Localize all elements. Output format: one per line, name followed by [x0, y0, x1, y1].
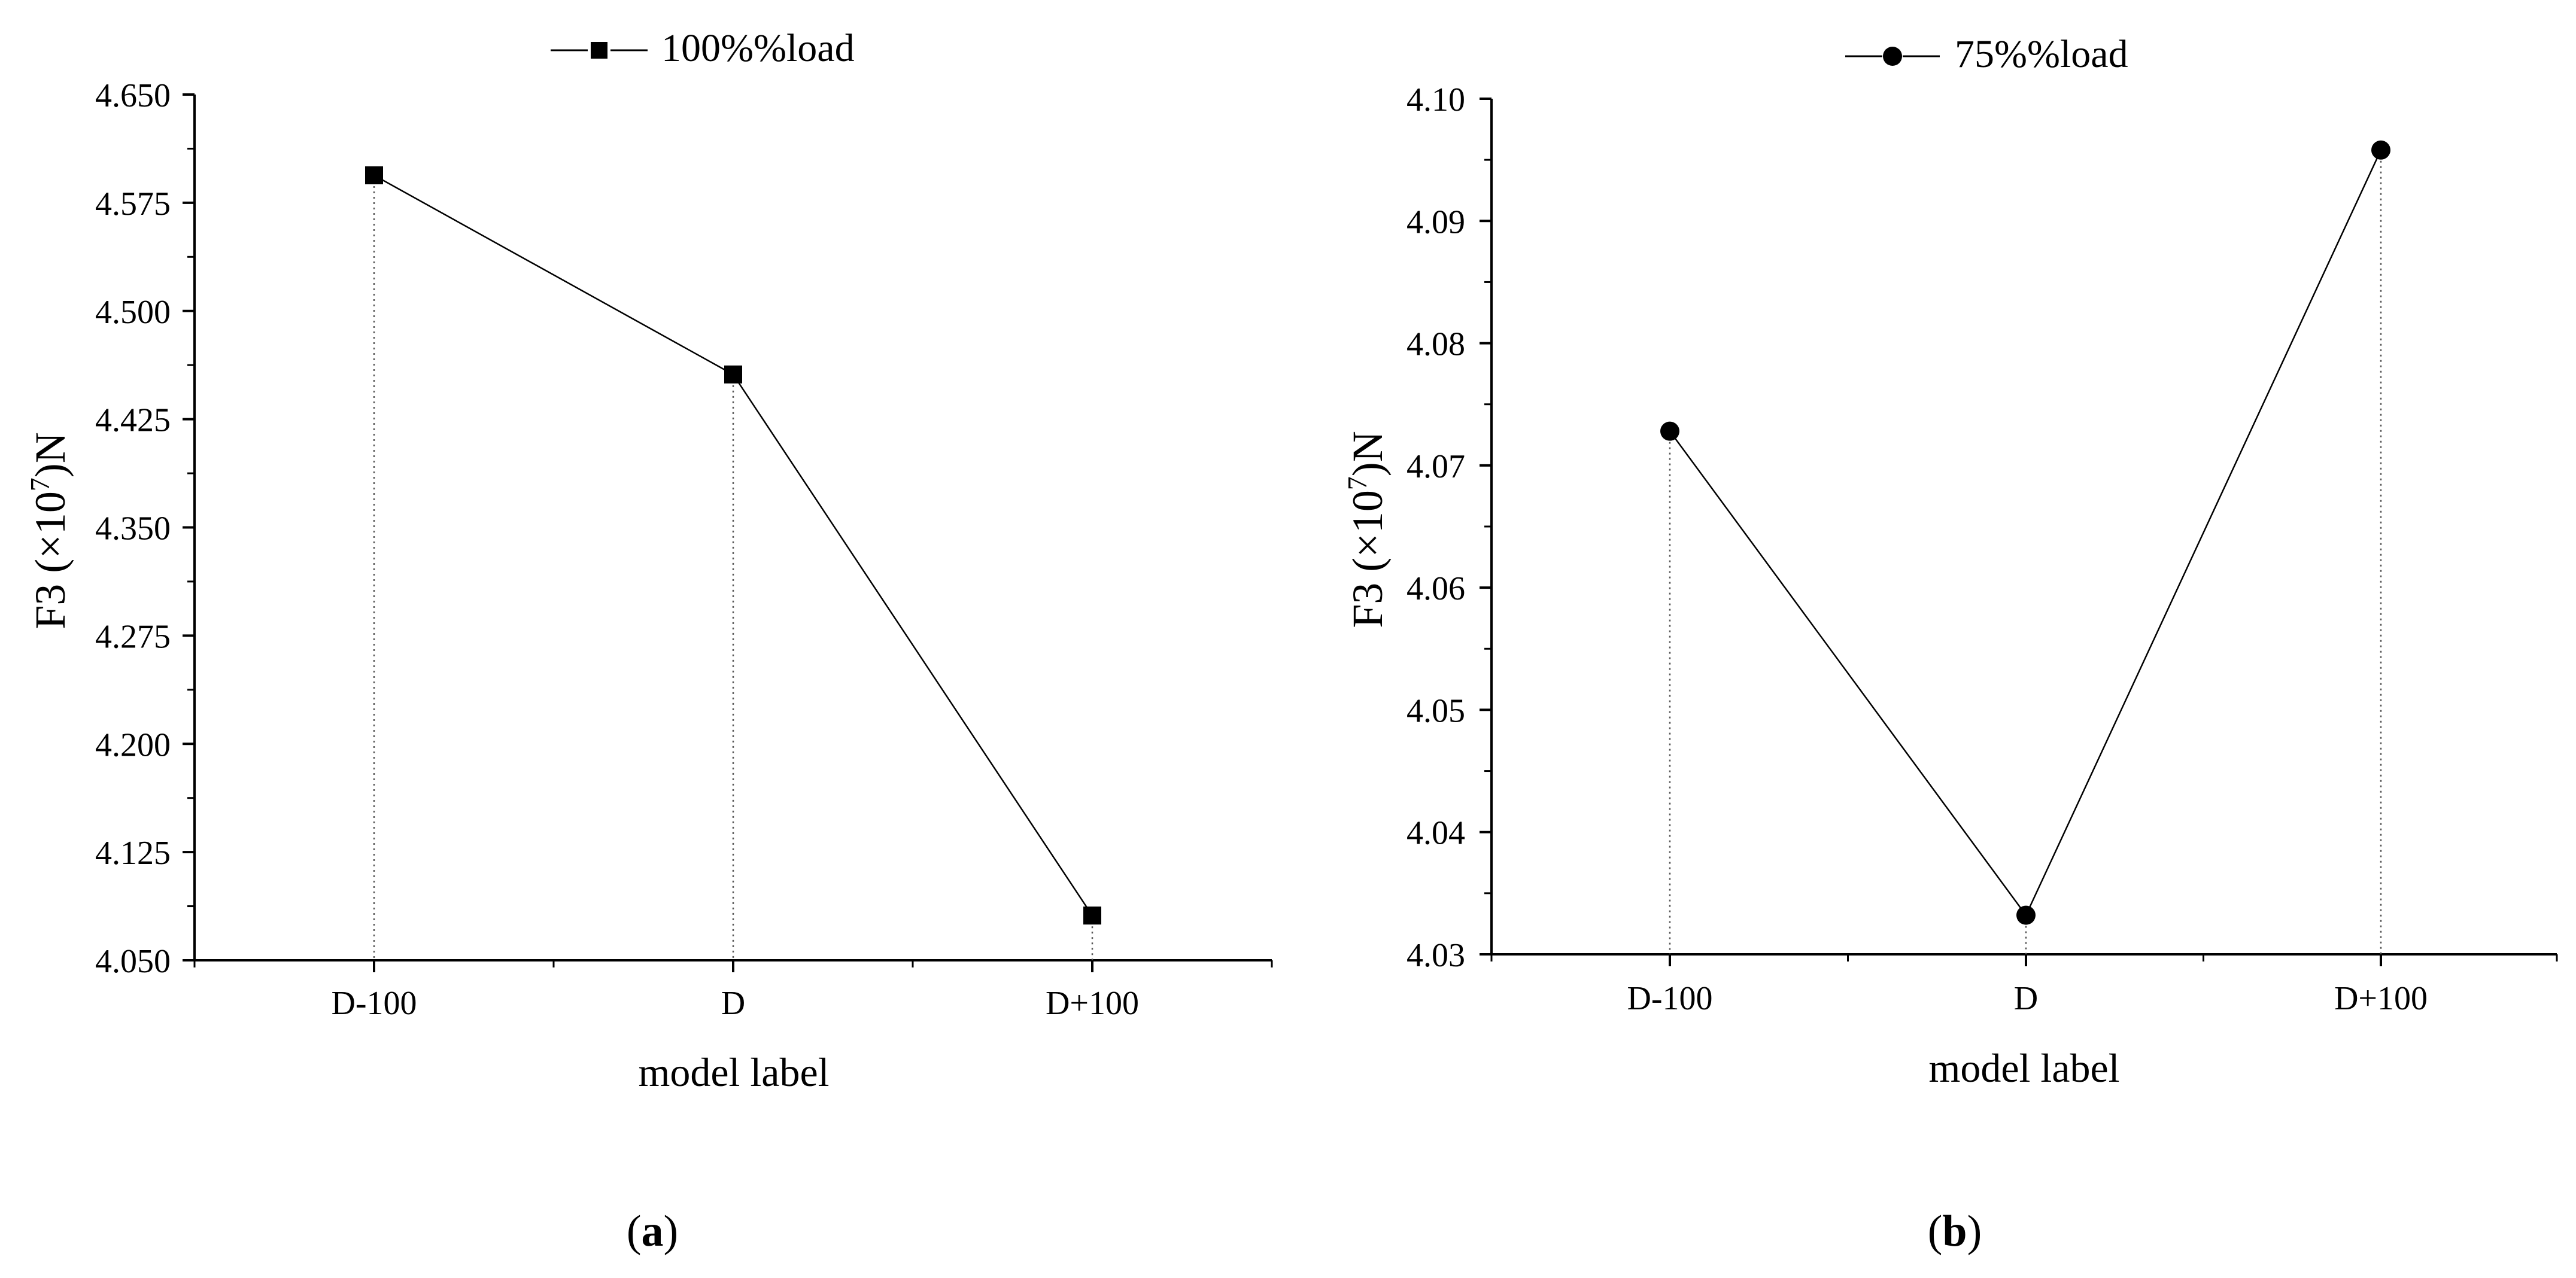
- panel-label-b: (b): [1928, 1207, 1982, 1256]
- legend-marker-a: [591, 42, 607, 59]
- x-tick-label-b: D-100: [1627, 980, 1712, 1017]
- data-point-b: [2371, 140, 2390, 160]
- x-tick-label-b: D: [2014, 980, 2038, 1017]
- y-tick-label-b: 4.06: [1407, 570, 1465, 607]
- y-axis-title-b: F3 (×107)N: [1342, 431, 1392, 628]
- data-point-a: [1083, 906, 1101, 925]
- y-tick-label-b: 4.09: [1407, 203, 1465, 241]
- panel-label-a: (a): [627, 1207, 678, 1256]
- y-tick-label-a: 4.650: [95, 77, 171, 114]
- data-point-b: [2016, 905, 2036, 925]
- data-point-a: [365, 166, 383, 185]
- data-point-a: [724, 365, 742, 384]
- y-tick-label-b: 4.07: [1407, 448, 1465, 485]
- legend-label-a: 100%%load: [661, 26, 855, 70]
- chart-panel-a: 100%%load 4.050 4.125 4.200 4.275 4.350 4.425…: [25, 26, 1273, 1256]
- y-tick-label-a: 4.050: [95, 943, 171, 980]
- y-tick-label-b: 4.08: [1407, 326, 1465, 363]
- x-axis-title-b: model label: [1928, 1045, 2119, 1091]
- x-tick-label-a: D: [721, 985, 745, 1022]
- legend-label-b: 75%%load: [1955, 32, 2128, 76]
- y-tick-label-a: 4.425: [95, 402, 171, 439]
- y-tick-label-a: 4.125: [95, 835, 171, 872]
- y-tick-label-b: 4.04: [1407, 815, 1465, 852]
- x-tick-label-a: D+100: [1046, 985, 1139, 1022]
- series-line-a: [373, 174, 1093, 916]
- y-axis-title-a: F3 (×107)N: [25, 432, 74, 629]
- y-tick-label-a: 4.575: [95, 185, 171, 223]
- y-tick-label-b: 4.05: [1407, 692, 1465, 729]
- y-tick-label-a: 4.500: [95, 294, 171, 331]
- legend-marker-b: [1883, 47, 1902, 66]
- y-tick-label-b: 4.10: [1407, 81, 1465, 118]
- legend-a: 100%%load: [551, 26, 855, 70]
- chart-panel-b: 75%%load 4.03 4.04 4.05 4.06 4.07 4.08 4.09 4.1…: [1342, 32, 2558, 1256]
- data-point-b: [1660, 421, 1679, 441]
- y-tick-label-a: 4.275: [95, 618, 171, 655]
- y-tick-label-a: 4.200: [95, 726, 171, 763]
- legend-b: 75%%load: [1845, 32, 2128, 76]
- series-line-b: [1669, 150, 2382, 917]
- x-axis-title-a: model label: [638, 1049, 829, 1095]
- x-tick-label-b: D+100: [2334, 980, 2428, 1017]
- x-tick-label-a: D-100: [331, 985, 417, 1022]
- y-tick-label-b: 4.03: [1407, 937, 1465, 974]
- y-tick-label-a: 4.350: [95, 510, 171, 547]
